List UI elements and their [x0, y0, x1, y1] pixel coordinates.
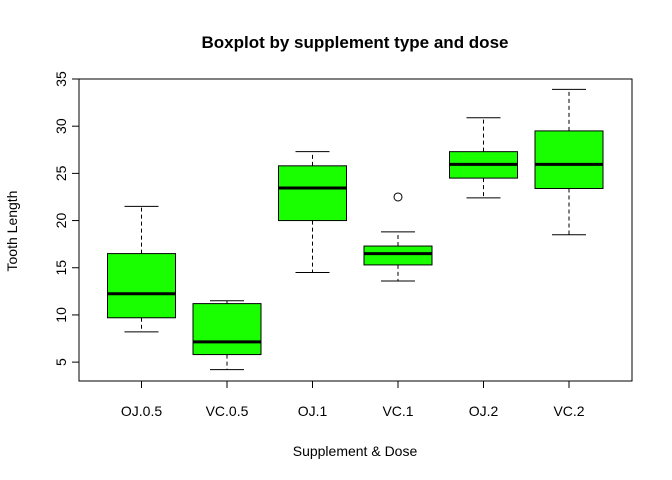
y-tick-label: 15	[53, 260, 69, 276]
box-group-vc-2	[534, 88, 604, 236]
y-axis: 5 10 15 20 25 30 35	[53, 71, 80, 366]
iqr-box	[278, 165, 347, 222]
x-tick-label: OJ.1	[298, 403, 328, 419]
y-tick-label: 25	[53, 165, 69, 181]
box-group-oj-0-5	[107, 205, 176, 333]
plot-frame	[78, 78, 633, 382]
box-group-vc-0-5	[192, 300, 262, 371]
box-group-oj-1	[278, 151, 347, 273]
boxes-layer	[107, 88, 604, 371]
y-tick-label: 5	[53, 358, 69, 366]
y-tick-label: 35	[53, 71, 69, 87]
x-tick-label: VC.1	[382, 403, 413, 419]
x-axis: OJ.0.5 VC.0.5 OJ.1 VC.1 OJ.2 VC.2	[121, 380, 585, 419]
iqr-box	[534, 130, 604, 189]
y-tick-label: 20	[53, 213, 69, 229]
x-tick-label: OJ.0.5	[121, 403, 162, 419]
box-group-vc-1	[363, 192, 433, 282]
box-group-oj-2	[449, 117, 518, 199]
iqr-box	[363, 245, 433, 266]
y-tick-label: 30	[53, 118, 69, 134]
iqr-box	[107, 253, 176, 319]
x-tick-label: VC.0.5	[206, 403, 249, 419]
y-axis-label: Tooth Length	[4, 191, 20, 272]
x-tick-label: OJ.2	[469, 403, 499, 419]
chart-title: Boxplot by supplement type and dose	[202, 33, 509, 52]
x-axis-label: Supplement & Dose	[293, 443, 418, 459]
outlier-point	[393, 192, 403, 202]
iqr-box	[192, 303, 262, 356]
x-tick-label: VC.2	[553, 403, 584, 419]
y-tick-label: 10	[53, 307, 69, 323]
